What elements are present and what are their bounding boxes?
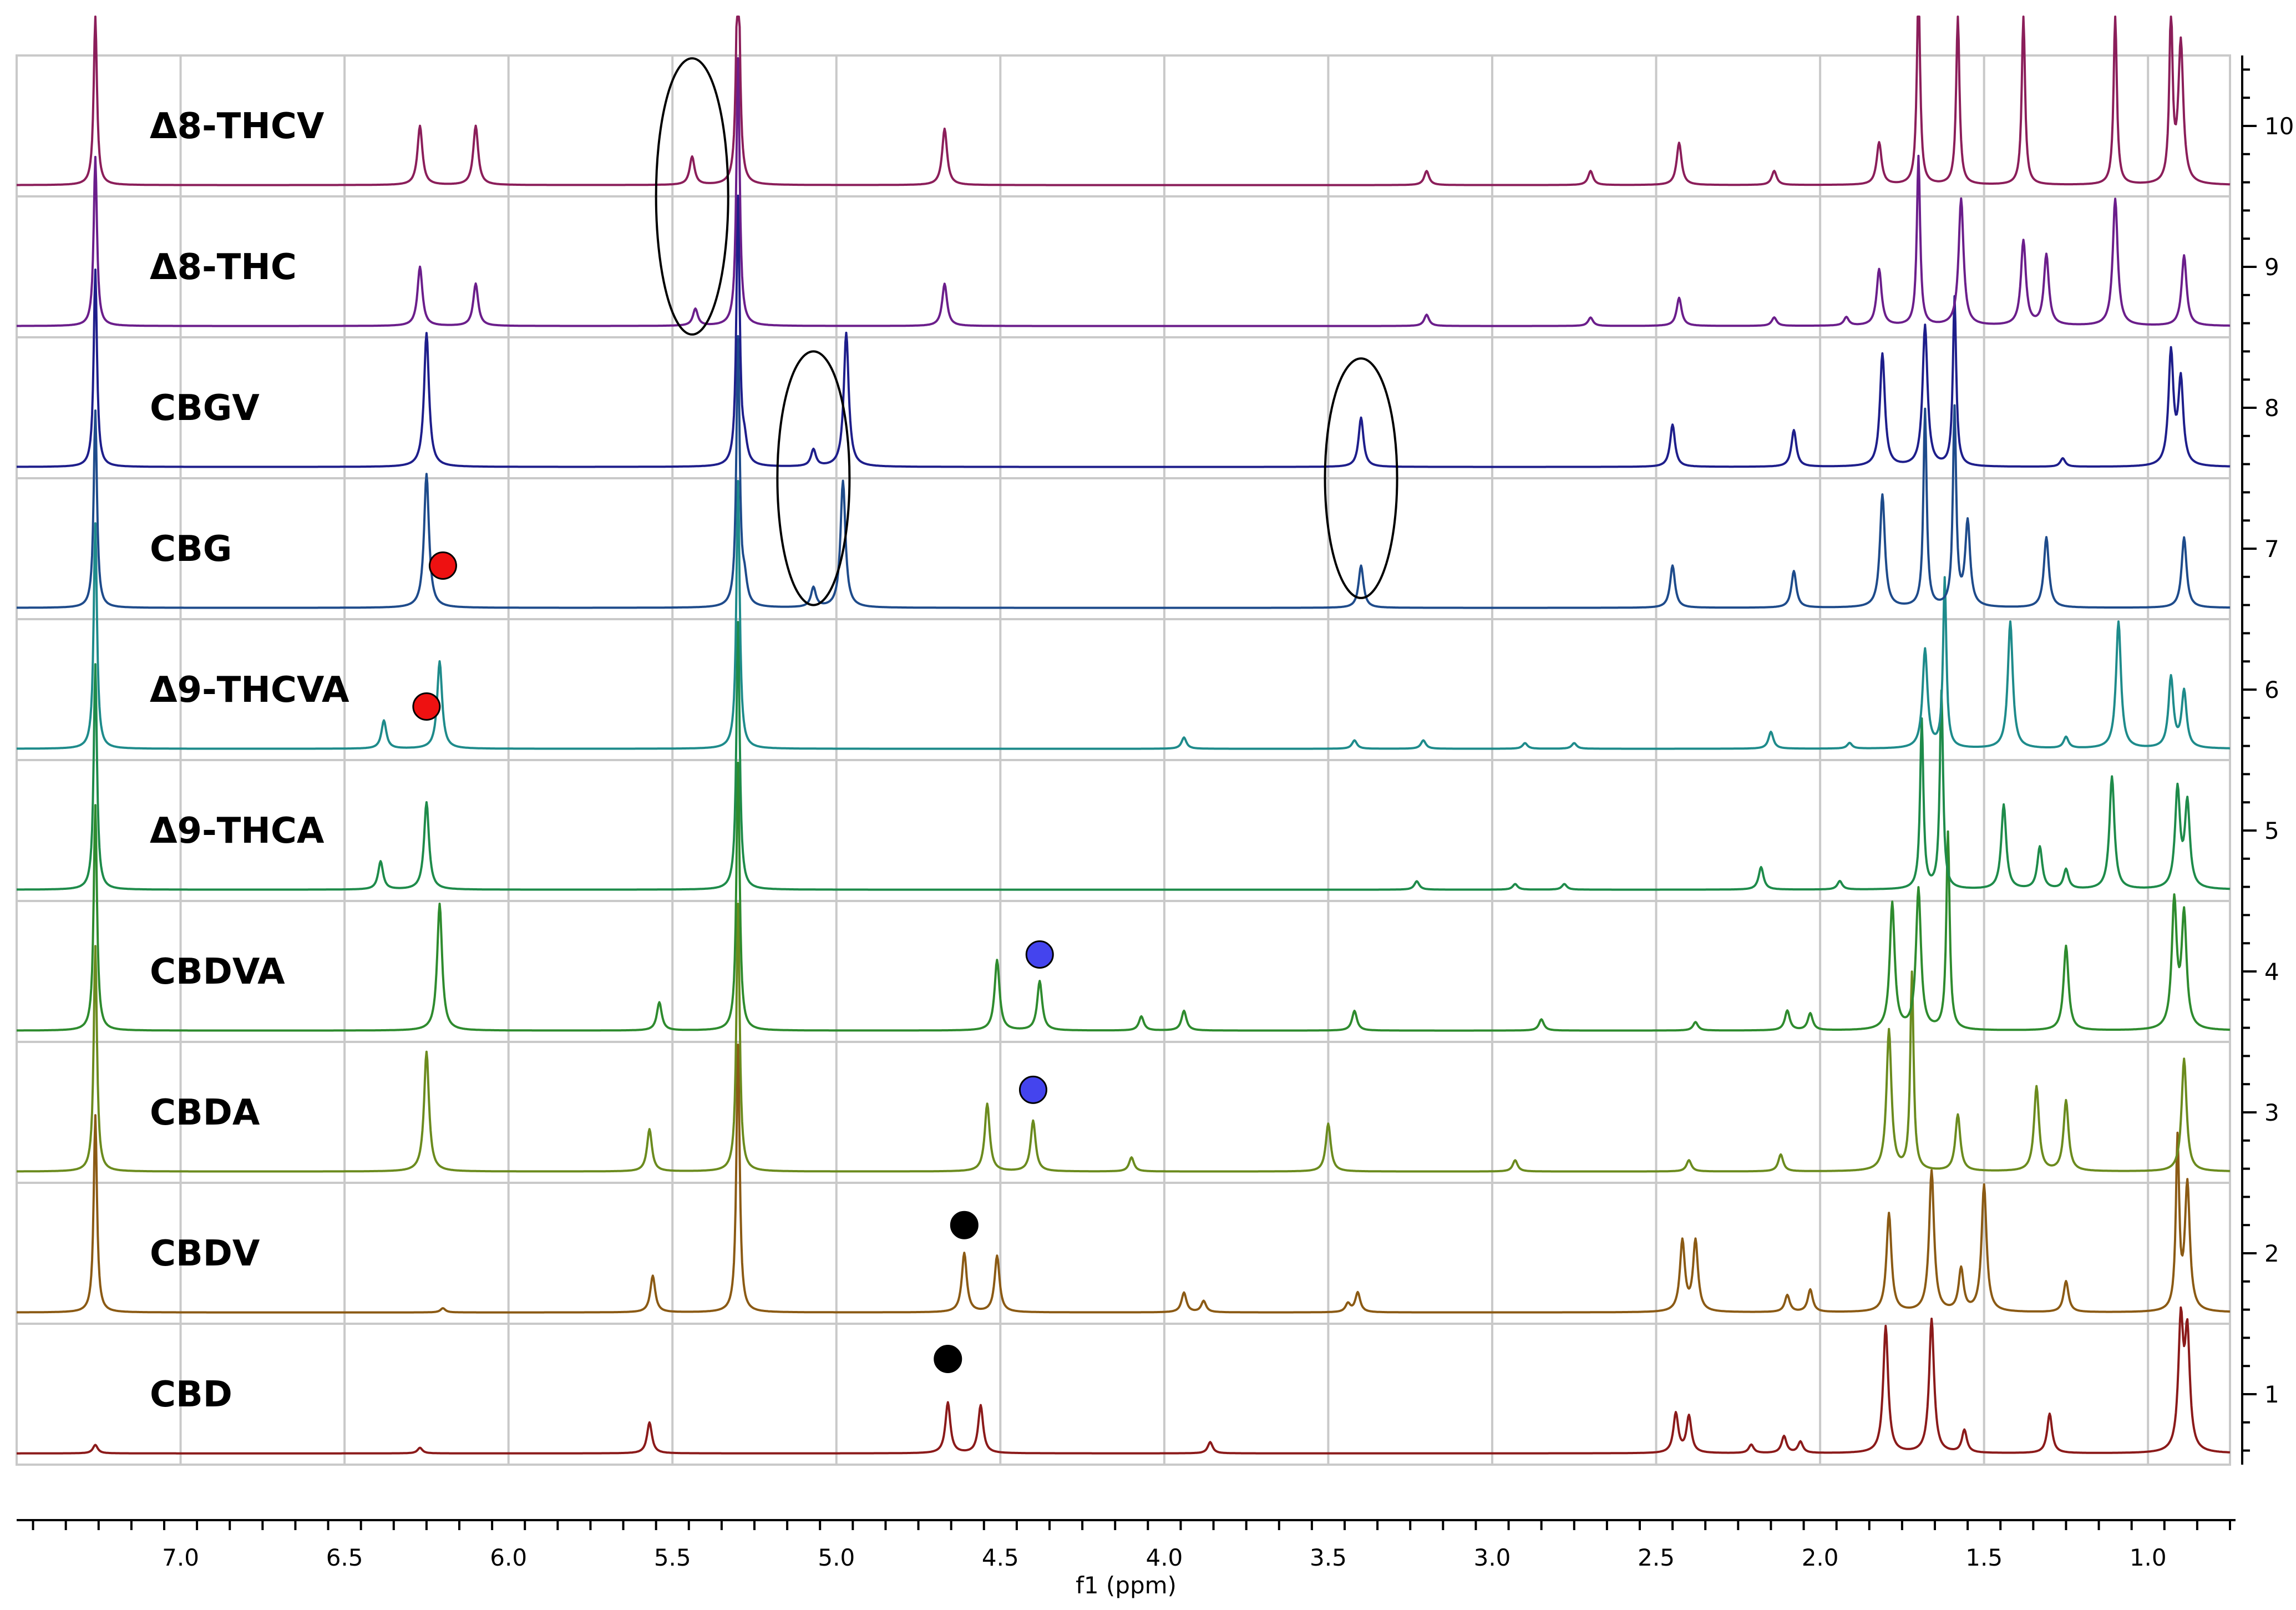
- spectrum-trace-5: [16, 621, 2231, 891]
- spectrum-trace-10: [16, 16, 2231, 186]
- x-tick-label: 4.5: [982, 1544, 1019, 1571]
- spectrum-trace-4: [16, 761, 2231, 1032]
- y-tick-label: 3: [2264, 1099, 2279, 1126]
- x-axis-label: f1 (ppm): [1076, 1572, 1177, 1599]
- spectrum-label-6: Δ9-THCVA: [150, 670, 349, 711]
- y-tick-label: 8: [2264, 394, 2279, 422]
- y-tick-label: 1: [2264, 1381, 2279, 1408]
- spectrum-label-2: CBDV: [150, 1233, 260, 1274]
- spectrum-label-7: CBG: [150, 529, 232, 570]
- spectrum-trace-8: [16, 194, 2231, 468]
- x-tick-label: 3.0: [1474, 1544, 1511, 1571]
- x-tick-label: 1.5: [1965, 1544, 2003, 1571]
- x-tick-label: 1.0: [2130, 1544, 2167, 1571]
- x-tick-label: 7.0: [162, 1544, 199, 1571]
- x-tick-label: 5.0: [818, 1544, 855, 1571]
- y-tick-label: 4: [2264, 958, 2279, 985]
- spectrum-label-5: Δ9-THCA: [150, 811, 325, 852]
- spectrum-trace-1: [16, 1306, 2231, 1455]
- spectrum-label-3: CBDA: [150, 1092, 260, 1133]
- highlight-ellipse-3: [1324, 357, 1398, 599]
- x-tick-label: 4.0: [1146, 1544, 1183, 1571]
- peak-marker-dot-5: [950, 1211, 979, 1239]
- spectrum-label-10: Δ8-THCV: [150, 106, 325, 147]
- peak-marker-dot-6: [934, 1345, 962, 1373]
- axes: 7.0 6.5 6.0 5.5 5.0 4.5 4.0 3.5 3.0 2.5 2.0 1.5 1.0 1…: [17, 55, 2294, 1571]
- y-tick-label: 5: [2264, 817, 2279, 844]
- highlight-ellipse-1: [655, 57, 729, 336]
- x-tick-label: 2.5: [1638, 1544, 1675, 1571]
- y-tick-label: 6: [2264, 676, 2279, 703]
- spectrum-label-9: Δ8-THC: [150, 247, 297, 288]
- x-tick-label: 2.0: [1802, 1544, 1839, 1571]
- y-tick-label: 7: [2264, 535, 2279, 563]
- spectrum-trace-9: [16, 57, 2231, 327]
- x-tick-label: 5.5: [654, 1544, 691, 1571]
- spectrum-trace-3: [16, 902, 2231, 1173]
- y-tick-label: 9: [2264, 254, 2279, 281]
- spectrum-trace-2: [16, 1044, 2231, 1314]
- spectrum-label-1: CBD: [150, 1374, 232, 1415]
- spectrum-trace-7: [16, 335, 2231, 609]
- grid-layer: [16, 54, 2231, 1466]
- spectrum-label-8: CBGV: [150, 388, 260, 429]
- annotations: [412, 57, 1398, 1373]
- spectrum-labels: CBD CBDV CBDA CBDVA Δ9-THCA Δ9-THCVA CBG CBGV Δ8…: [150, 106, 349, 1415]
- x-tick-label: 6.0: [490, 1544, 527, 1571]
- peak-marker-dot-1: [428, 551, 457, 580]
- peak-marker-dot-4: [1018, 1075, 1047, 1104]
- highlight-ellipse-2: [776, 350, 851, 606]
- y-tick-label: 2: [2264, 1240, 2279, 1267]
- peak-marker-dot-3: [1025, 940, 1054, 969]
- spectrum-trace-6: [16, 480, 2231, 750]
- peak-marker-dot-2: [412, 692, 441, 721]
- spectra-traces: [16, 16, 2231, 1455]
- spectrum-label-4: CBDVA: [150, 951, 285, 993]
- x-tick-label: 3.5: [1310, 1544, 1347, 1571]
- x-tick-label: 6.5: [326, 1544, 363, 1571]
- y-tick-label: 10: [2264, 113, 2294, 140]
